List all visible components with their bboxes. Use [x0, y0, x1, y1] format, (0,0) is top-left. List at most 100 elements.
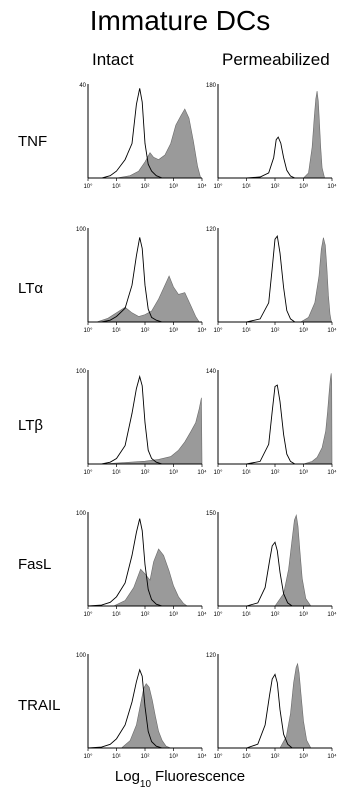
row-label-tnf: TNF — [18, 133, 48, 150]
histogram-outline-fasl-permeabilized — [246, 541, 293, 607]
histogram-filled-tnf-intact — [116, 108, 202, 179]
x-tick-label-lt-intact-1: 10¹ — [112, 328, 121, 334]
x-tick-label-lt-intact-0: 10° — [83, 470, 93, 476]
x-tick-label-trail-intact-0: 10° — [83, 754, 93, 760]
histogram-outline-fasl-intact — [87, 518, 163, 607]
x-tick-label-lt-permeabilized-1: 10¹ — [242, 328, 251, 334]
x-tick-label-trail-intact-3: 10³ — [169, 754, 178, 760]
x-tick-label-fasl-permeabilized-4: 10⁴ — [327, 611, 337, 618]
x-axis-label: Log10 Fluorescence — [0, 768, 360, 790]
ymax-label-fasl-permeabilized: 150 — [206, 511, 217, 517]
panel-trail-intact: 100 10° 10¹ 10² 10³ 10⁴ — [76, 653, 207, 760]
row-label-fasl: FasL — [18, 556, 52, 573]
histogram-filled-lt-intact — [101, 397, 203, 465]
histogram-outline-tnf-permeabilized — [246, 136, 296, 179]
x-tick-label-tnf-permeabilized-2: 10² — [271, 184, 280, 190]
panel-lt-intact: 100 10° 10¹ 10² 10³ 10⁴ — [76, 369, 207, 476]
panel-tnf-intact: 40 10° 10¹ 10² 10³ 10⁴ — [79, 83, 207, 190]
x-tick-label-fasl-intact-2: 10² — [141, 612, 150, 618]
x-tick-label-fasl-intact-4: 10⁴ — [197, 611, 207, 618]
ymax-label-lt-permeabilized: 140 — [206, 369, 217, 375]
histogram-outline-trail-permeabilized — [246, 673, 293, 749]
panel-tnf-permeabilized: 180 10° 10¹ 10² 10³ 10⁴ — [206, 83, 337, 190]
x-tick-label-lt-permeabilized-0: 10° — [213, 328, 223, 334]
panel-fasl-permeabilized: 150 10° 10¹ 10² 10³ 10⁴ — [206, 511, 337, 618]
histogram-outline-lt-permeabilized — [246, 234, 296, 323]
x-tick-label-lt-intact-3: 10³ — [169, 328, 178, 334]
histogram-filled-lt-permeabilized — [303, 373, 333, 465]
x-tick-label-lt-intact-3: 10³ — [169, 470, 178, 476]
x-tick-label-tnf-intact-1: 10¹ — [112, 184, 121, 190]
x-tick-label-tnf-intact-3: 10³ — [169, 184, 178, 190]
x-tick-label-tnf-permeabilized-3: 10³ — [299, 184, 308, 190]
panel-fasl-intact: 100 10° 10¹ 10² 10³ 10⁴ — [76, 511, 207, 618]
histogram-filled-fasl-intact — [113, 548, 189, 607]
x-axis-label-subscript: 10 — [139, 779, 152, 790]
x-tick-label-lt-permeabilized-4: 10⁴ — [327, 469, 337, 476]
x-tick-label-lt-intact-4: 10⁴ — [197, 469, 207, 476]
x-tick-label-lt-permeabilized-2: 10² — [271, 328, 280, 334]
x-tick-label-tnf-permeabilized-4: 10⁴ — [327, 183, 337, 190]
ymax-label-lt-intact: 100 — [76, 369, 87, 375]
x-tick-label-trail-intact-2: 10² — [141, 754, 150, 760]
ymax-label-trail-intact: 100 — [76, 653, 87, 659]
ymax-label-lt-intact: 100 — [76, 227, 87, 233]
histogram-filled-trail-permeabilized — [279, 662, 312, 749]
x-tick-label-trail-permeabilized-0: 10° — [213, 754, 223, 760]
x-tick-label-tnf-intact-4: 10⁴ — [197, 183, 207, 190]
x-tick-label-lt-intact-1: 10¹ — [112, 470, 121, 476]
x-tick-label-tnf-intact-2: 10² — [141, 184, 150, 190]
x-tick-label-lt-permeabilized-3: 10³ — [299, 328, 308, 334]
x-tick-label-fasl-intact-3: 10³ — [169, 612, 178, 618]
x-tick-label-lt-intact-2: 10² — [141, 328, 150, 334]
x-tick-label-fasl-permeabilized-3: 10³ — [299, 612, 308, 618]
ymax-label-tnf-permeabilized: 180 — [206, 83, 217, 89]
row-label-trail: TRAIL — [18, 697, 61, 714]
column-header-permeabilized: Permeabilized — [222, 50, 330, 69]
x-tick-label-lt-permeabilized-2: 10² — [271, 470, 280, 476]
x-tick-label-fasl-intact-1: 10¹ — [112, 612, 121, 618]
panel-trail-permeabilized: 120 10° 10¹ 10² 10³ 10⁴ — [206, 653, 337, 760]
x-tick-label-trail-permeabilized-4: 10⁴ — [327, 753, 337, 760]
histogram-outline-tnf-intact — [88, 88, 163, 179]
x-axis-label-log: Log — [114, 768, 140, 785]
x-tick-label-lt-permeabilized-4: 10⁴ — [327, 327, 337, 334]
x-tick-label-lt-permeabilized-1: 10¹ — [242, 470, 251, 476]
histogram-filled-tnf-permeabilized — [302, 91, 325, 179]
panel-lt-permeabilized: 140 10° 10¹ 10² 10³ 10⁴ — [206, 369, 337, 476]
histogram-filled-fasl-permeabilized — [274, 514, 312, 607]
column-header-intact: Intact — [92, 50, 134, 69]
panel-lt-intact: 100 10° 10¹ 10² 10³ 10⁴ — [76, 227, 207, 334]
x-tick-label-tnf-intact-0: 10° — [83, 184, 93, 190]
row-label-ltb: LTβ — [18, 417, 44, 434]
x-tick-label-tnf-permeabilized-1: 10¹ — [242, 184, 251, 190]
x-tick-label-tnf-permeabilized-0: 10° — [213, 184, 223, 190]
histogram-filled-lt-permeabilized — [299, 237, 332, 323]
x-tick-label-fasl-intact-0: 10° — [83, 612, 93, 618]
x-tick-label-lt-intact-4: 10⁴ — [197, 327, 207, 334]
x-tick-label-trail-permeabilized-1: 10¹ — [242, 754, 251, 760]
ymax-label-lt-permeabilized: 120 — [206, 227, 217, 233]
x-tick-label-lt-permeabilized-3: 10³ — [299, 470, 308, 476]
histogram-filled-lt-intact — [96, 275, 200, 323]
x-tick-label-lt-intact-0: 10° — [83, 328, 93, 334]
x-tick-label-fasl-permeabilized-2: 10² — [271, 612, 280, 618]
x-tick-label-lt-intact-2: 10² — [141, 470, 150, 476]
ymax-label-tnf-intact: 40 — [79, 83, 86, 89]
panel-lt-permeabilized: 120 10° 10¹ 10² 10³ 10⁴ — [206, 227, 337, 334]
x-tick-label-trail-intact-4: 10⁴ — [197, 753, 207, 760]
x-tick-label-trail-intact-1: 10¹ — [112, 754, 121, 760]
x-tick-label-trail-permeabilized-3: 10³ — [299, 754, 308, 760]
x-tick-label-fasl-permeabilized-1: 10¹ — [242, 612, 251, 618]
histogram-outline-lt-permeabilized — [246, 384, 296, 465]
ymax-label-fasl-intact: 100 — [76, 511, 87, 517]
ymax-label-trail-permeabilized: 120 — [206, 653, 217, 659]
histogram-outline-trail-intact — [87, 668, 163, 749]
row-label-lta: LTα — [18, 280, 44, 297]
x-tick-label-trail-permeabilized-2: 10² — [271, 754, 280, 760]
histogram-outline-lt-intact — [88, 237, 163, 323]
x-tick-label-fasl-permeabilized-0: 10° — [213, 612, 223, 618]
histogram-outline-lt-intact — [88, 374, 163, 465]
x-axis-label-fluorescence: Fluorescence — [155, 768, 246, 785]
